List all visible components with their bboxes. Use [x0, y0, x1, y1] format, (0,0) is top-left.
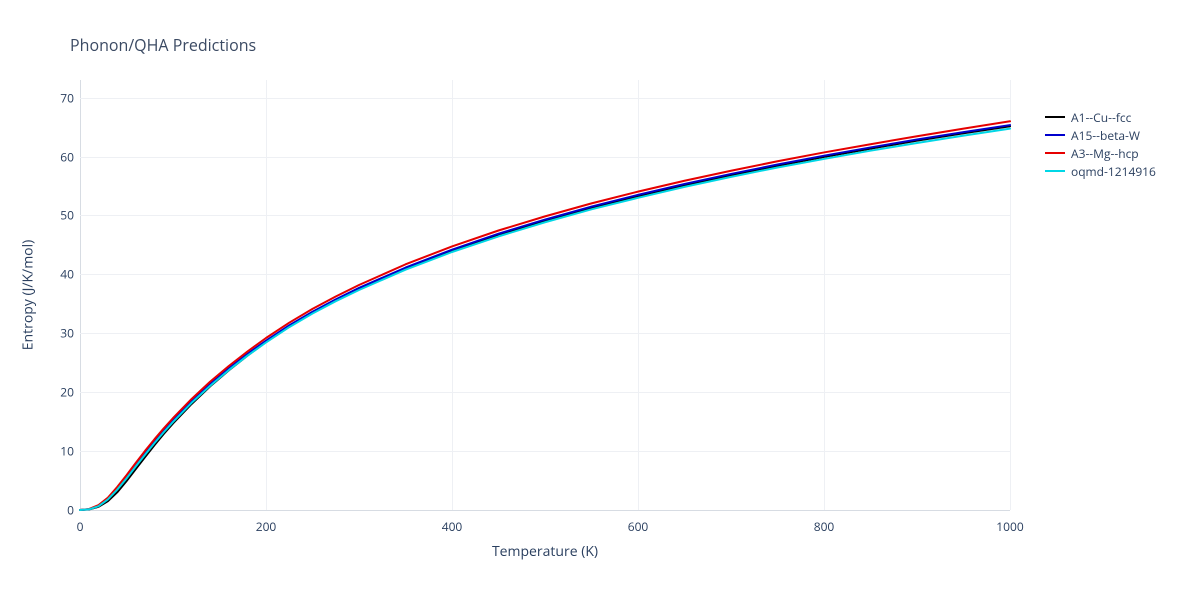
- y-tick-label: 60: [52, 148, 74, 165]
- legend-label: oqmd-1214916: [1071, 163, 1156, 180]
- legend-item[interactable]: A1--Cu--fcc: [1045, 108, 1156, 126]
- series-line: [80, 129, 1010, 510]
- x-tick-label: 1000: [996, 518, 1023, 535]
- legend-swatch: [1045, 152, 1065, 154]
- y-axis-title: Entropy (J/K/mol): [19, 240, 38, 351]
- legend-item[interactable]: oqmd-1214916: [1045, 162, 1156, 180]
- legend-label: A3--Mg--hcp: [1071, 145, 1139, 162]
- legend-swatch: [1045, 134, 1065, 136]
- y-tick-label: 20: [52, 384, 74, 401]
- x-axis-title: Temperature (K): [492, 542, 598, 561]
- x-tick-label: 0: [77, 518, 84, 535]
- chart-legend: A1--Cu--fccA15--beta-WA3--Mg--hcpoqmd-12…: [1045, 108, 1156, 180]
- chart-title: Phonon/QHA Predictions: [70, 34, 256, 56]
- chart-plot[interactable]: [80, 80, 1010, 510]
- x-tick-label: 400: [442, 518, 463, 535]
- series-line: [80, 125, 1010, 510]
- series-line: [80, 121, 1010, 510]
- y-tick-label: 70: [52, 89, 74, 106]
- legend-swatch: [1045, 170, 1065, 172]
- y-tick-label: 30: [52, 325, 74, 342]
- y-tick-label: 10: [52, 443, 74, 460]
- x-tick-label: 600: [628, 518, 649, 535]
- legend-label: A1--Cu--fcc: [1071, 109, 1131, 126]
- legend-item[interactable]: A3--Mg--hcp: [1045, 144, 1156, 162]
- legend-item[interactable]: A15--beta-W: [1045, 126, 1156, 144]
- x-tick-label: 800: [814, 518, 835, 535]
- y-tick-label: 40: [52, 266, 74, 283]
- x-tick-label: 200: [256, 518, 277, 535]
- gridline-vertical: [1010, 80, 1011, 510]
- series-line: [80, 126, 1010, 510]
- legend-swatch: [1045, 116, 1065, 118]
- y-tick-label: 50: [52, 207, 74, 224]
- legend-label: A15--beta-W: [1071, 127, 1140, 144]
- gridline-horizontal: [80, 510, 1010, 511]
- chart-lines-svg: [80, 80, 1010, 510]
- y-tick-label: 0: [52, 502, 74, 519]
